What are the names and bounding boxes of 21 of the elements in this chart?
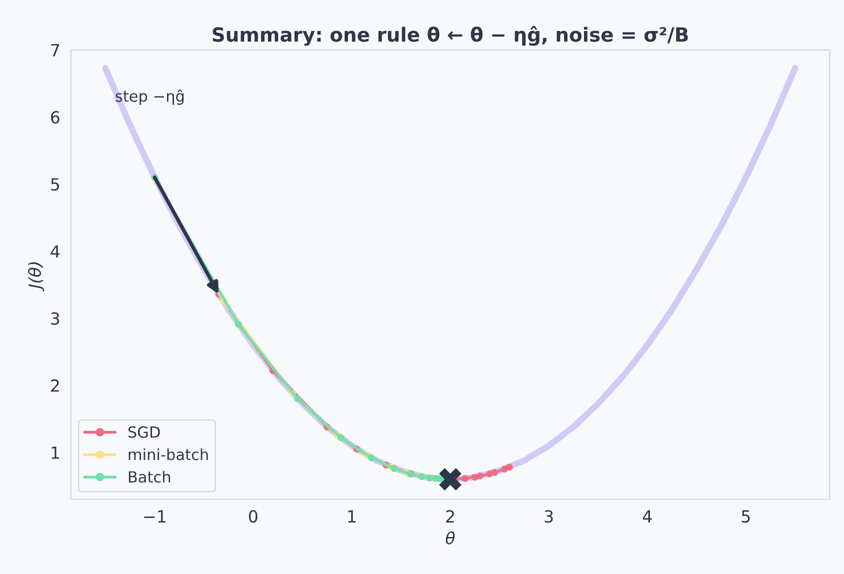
legend-label: Batch bbox=[128, 470, 170, 483]
legend-label: SGD bbox=[128, 426, 160, 438]
y-tick-label: 1 bbox=[52, 446, 59, 459]
annotation: step −ηĝ bbox=[116, 89, 184, 105]
y-tick-label: 2 bbox=[51, 379, 59, 392]
x-tick-label: 3 bbox=[544, 510, 553, 523]
x-tick-label: 1 bbox=[348, 510, 356, 522]
x-tick-label: −1 bbox=[144, 510, 166, 522]
chart-title: Summary: one rule θ ← θ − ηĝ, noise = σ²/B bbox=[212, 26, 688, 46]
y-axis-title: J(θ) bbox=[28, 262, 44, 292]
legend-label: mini-batch bbox=[128, 448, 208, 460]
x-tick-label: 5 bbox=[742, 510, 750, 523]
y-tick-label: 4 bbox=[50, 245, 60, 258]
y-tick-label: 6 bbox=[51, 110, 60, 124]
x-tick-label: 0 bbox=[248, 510, 258, 523]
x-tick-label: 4 bbox=[642, 510, 652, 522]
y-tick-label: 5 bbox=[51, 178, 60, 191]
x-tick-label: 2 bbox=[446, 510, 454, 522]
x-axis-title: θ bbox=[446, 531, 455, 544]
y-tick-label: 3 bbox=[51, 312, 60, 325]
y-tick-label: 7 bbox=[51, 44, 60, 56]
